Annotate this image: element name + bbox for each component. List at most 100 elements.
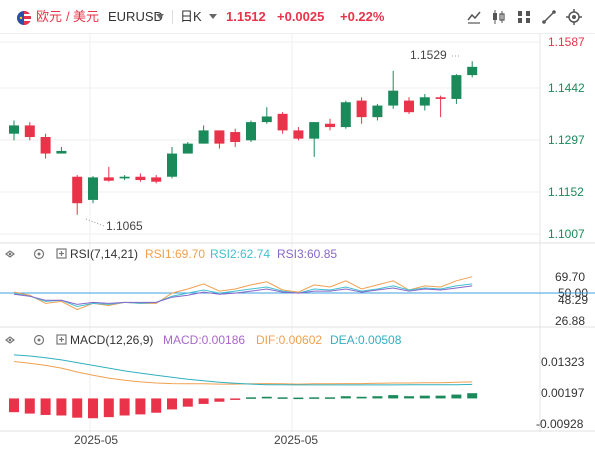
- candle-body: [119, 176, 130, 179]
- grid-lines: [0, 34, 540, 432]
- rsi2-line: [13, 283, 473, 308]
- macd-bar: [261, 396, 272, 399]
- rsi2-value: RSI2:62.74: [210, 247, 270, 261]
- candle: [388, 70, 399, 109]
- candle-type-icon[interactable]: [490, 8, 508, 26]
- candle: [467, 61, 478, 78]
- macd-settings-icon-core: [37, 338, 41, 342]
- candle-body: [277, 113, 288, 131]
- macd-axis-label: -0.00928: [536, 417, 584, 431]
- macd-bar: [167, 398, 177, 410]
- time-axis: 2025-05 2025-05: [74, 433, 318, 447]
- candle: [246, 120, 256, 142]
- candle: [135, 173, 146, 182]
- period-selector[interactable]: 日K: [180, 9, 202, 24]
- macd-bar: [151, 398, 162, 413]
- macd-expand-icon[interactable]: [56, 334, 67, 345]
- macd-legend: MACD(12,26,9) MACD:0.00186 DIF:0.00602 D…: [5, 333, 402, 347]
- chart-canvas[interactable]: 1.1587 1.1442 1.1297 1.1152 1.1007 1.152…: [0, 34, 595, 452]
- candle: [9, 120, 19, 141]
- candle: [167, 146, 177, 179]
- candle: [198, 125, 209, 144]
- candle: [214, 130, 225, 149]
- candle-body: [419, 97, 430, 106]
- candle: [56, 146, 67, 154]
- high-price-marker: 1.1529: [410, 48, 447, 62]
- rsi1-line: [13, 276, 473, 311]
- macd-bar: [103, 398, 114, 418]
- macd-axis-label: 0.00197: [541, 386, 585, 400]
- pair-base-name[interactable]: 欧元: [36, 9, 63, 24]
- rsi-expand-icon[interactable]: [56, 248, 67, 259]
- eye-icon[interactable]: [5, 336, 15, 344]
- settings-icon[interactable]: [565, 8, 583, 26]
- symbol-code[interactable]: EURUSD: [108, 9, 163, 24]
- toolbar-divider: [172, 10, 173, 24]
- macd-settings-icon[interactable]: [33, 334, 45, 346]
- candle-body: [88, 177, 98, 200]
- rsi1-value: RSI1:69.70: [145, 247, 205, 261]
- candlestick-series: [9, 61, 478, 215]
- candle: [151, 175, 162, 184]
- candle-body: [325, 123, 335, 128]
- macd-bar: [182, 398, 193, 407]
- macd-axis: 0.01323 0.00197 -0.00928: [536, 355, 585, 431]
- candle-body: [246, 122, 256, 141]
- dea-value: DEA:0.00508: [330, 333, 402, 347]
- price-axis-label: 1.1587: [548, 35, 585, 49]
- macd-bar: [277, 397, 288, 399]
- candle-body: [435, 97, 446, 99]
- candle-body: [356, 100, 367, 118]
- candle-body: [451, 75, 462, 99]
- rsi-settings-icon[interactable]: [33, 248, 45, 260]
- indicator-icon[interactable]: [515, 8, 533, 26]
- macd-bar: [419, 395, 430, 399]
- symbol-dropdown-icon[interactable]: [156, 14, 164, 19]
- rsi-legend: RSI(7,14,21) RSI1:69.70 RSI2:62.74 RSI3:…: [5, 247, 337, 261]
- rsi3-value: RSI3:60.85: [277, 247, 337, 261]
- period-dropdown-icon[interactable]: [209, 14, 217, 19]
- candle-body: [214, 130, 225, 144]
- macd-bar: [88, 398, 98, 419]
- candle-body: [198, 130, 209, 144]
- macd-bar: [246, 397, 256, 399]
- macd-bar: [214, 398, 225, 402]
- candle: [261, 107, 272, 124]
- macd-axis-label: 0.01323: [541, 355, 585, 369]
- eye-pupil: [8, 338, 12, 342]
- price-axis-label: 1.1442: [548, 81, 585, 95]
- line-tool-icon[interactable]: [465, 8, 483, 26]
- candle: [40, 133, 51, 159]
- candle-body: [72, 176, 83, 204]
- date-label: 2025-05: [274, 433, 318, 447]
- macd-bar: [325, 397, 335, 399]
- draw-tool-icon[interactable]: [540, 8, 558, 26]
- candle: [103, 166, 114, 182]
- macd-bar: [356, 396, 367, 399]
- eye-icon[interactable]: [5, 250, 15, 258]
- candle: [72, 175, 83, 215]
- eye-pupil: [8, 252, 12, 256]
- candle: [451, 74, 462, 104]
- chart-toolbar: 欧元 / 美元 EURUSD 日K 1.1512 +0.0025 +0.22%: [0, 0, 595, 34]
- candle: [309, 122, 320, 157]
- candle-body: [167, 153, 177, 177]
- candle: [356, 97, 367, 124]
- macd-bar: [293, 397, 304, 400]
- candle-body: [182, 143, 193, 154]
- price-axis-label: 1.1007: [548, 227, 585, 241]
- price-axis-label: 1.1152: [548, 185, 584, 199]
- candle: [419, 93, 430, 111]
- low-price-marker: 1.1065: [106, 219, 143, 233]
- price-axis-label: 1.1297: [548, 133, 585, 147]
- macd-bar: [404, 396, 414, 399]
- candle: [293, 127, 304, 141]
- macd-bar: [119, 398, 130, 416]
- candle: [182, 141, 193, 154]
- macd-bar: [451, 394, 462, 399]
- candle: [119, 175, 130, 181]
- rsi-series: [13, 276, 473, 311]
- pair-quote-name[interactable]: 美元: [73, 9, 100, 24]
- candle: [88, 176, 98, 204]
